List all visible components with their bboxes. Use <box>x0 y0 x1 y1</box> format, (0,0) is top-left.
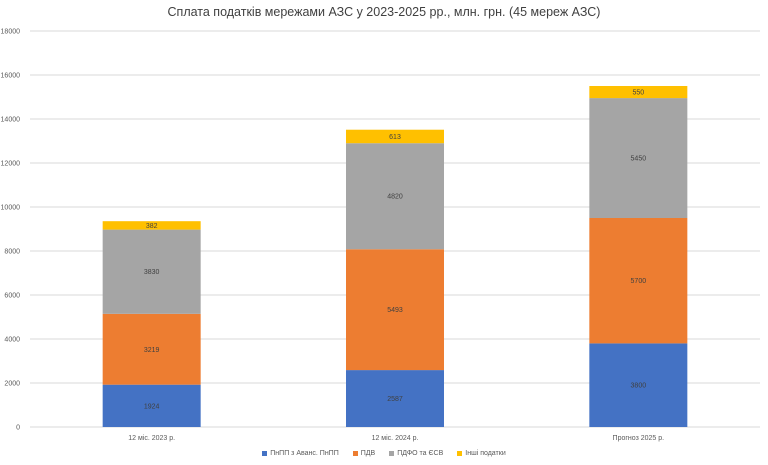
y-tick-label: 0 <box>16 425 20 432</box>
data-label: 5450 <box>631 156 647 163</box>
legend-item: ПДФО та ЄСВ <box>389 450 443 457</box>
bar-segment <box>589 86 688 99</box>
bar-segment <box>102 221 201 230</box>
legend-swatch <box>389 451 395 456</box>
bar-segment <box>589 343 688 427</box>
data-label: 2587 <box>387 396 403 403</box>
plot-area: 0 2000 4000 6000 8000 10000 12000 14000 16000 180… <box>1 29 760 442</box>
bar-segment <box>346 249 444 371</box>
legend-label: ПДФО та ЄСВ <box>397 450 444 457</box>
y-tick-label: 14000 <box>1 117 21 124</box>
data-label: 550 <box>632 90 644 97</box>
legend-label: ПнПП з Аванс. ПнПП <box>270 450 339 457</box>
y-tick-label: 16000 <box>1 73 21 80</box>
y-tick-label: 8000 <box>4 249 20 256</box>
bar-segment <box>102 313 201 385</box>
y-tick-label: 2000 <box>4 381 20 388</box>
bar-segment <box>346 129 444 144</box>
legend-label: Інші податки <box>465 450 506 457</box>
bar-segment <box>346 143 444 250</box>
data-label: 1924 <box>144 403 160 410</box>
legend-item: Інші податки <box>457 450 506 457</box>
legend: ПнПП з Аванс. ПнПП ПДВ ПДФО та ЄСВ Інші под… <box>0 450 768 457</box>
legend-label: ПДВ <box>360 450 376 457</box>
data-label: 382 <box>146 223 158 230</box>
data-label: 3219 <box>144 347 160 354</box>
data-label: 5700 <box>631 278 647 285</box>
y-tick-label: 4000 <box>4 337 20 344</box>
data-label: 4820 <box>387 194 403 201</box>
data-label: 3800 <box>631 383 647 390</box>
legend-item: ПДВ <box>352 450 376 457</box>
data-label: 613 <box>389 134 401 141</box>
y-tick-label: 6000 <box>4 293 20 300</box>
legend-item: ПнПП з Аванс. ПнПП <box>262 450 339 457</box>
legend-swatch <box>262 451 268 456</box>
x-tick-label: 12 міс. 2023 р. <box>128 434 175 442</box>
y-tick-label: 12000 <box>1 161 21 168</box>
data-label: 5493 <box>387 307 403 314</box>
legend-swatch <box>457 451 463 456</box>
bar-segment <box>102 384 201 427</box>
legend-swatch <box>352 451 358 456</box>
y-tick-label: 10000 <box>1 205 21 212</box>
bar-segment <box>589 98 688 218</box>
y-tick-label: 18000 <box>1 29 21 36</box>
bar-segment <box>102 229 201 314</box>
bar-segment <box>346 370 444 427</box>
chart-title: Сплата податків мережами АЗС у 2023-2025… <box>167 5 601 19</box>
x-tick-label: 12 міс. 2024 р. <box>372 434 419 442</box>
data-label: 3830 <box>144 269 160 276</box>
bar-segment <box>589 218 688 344</box>
x-tick-label: Прогноз 2025 р. <box>613 435 665 442</box>
